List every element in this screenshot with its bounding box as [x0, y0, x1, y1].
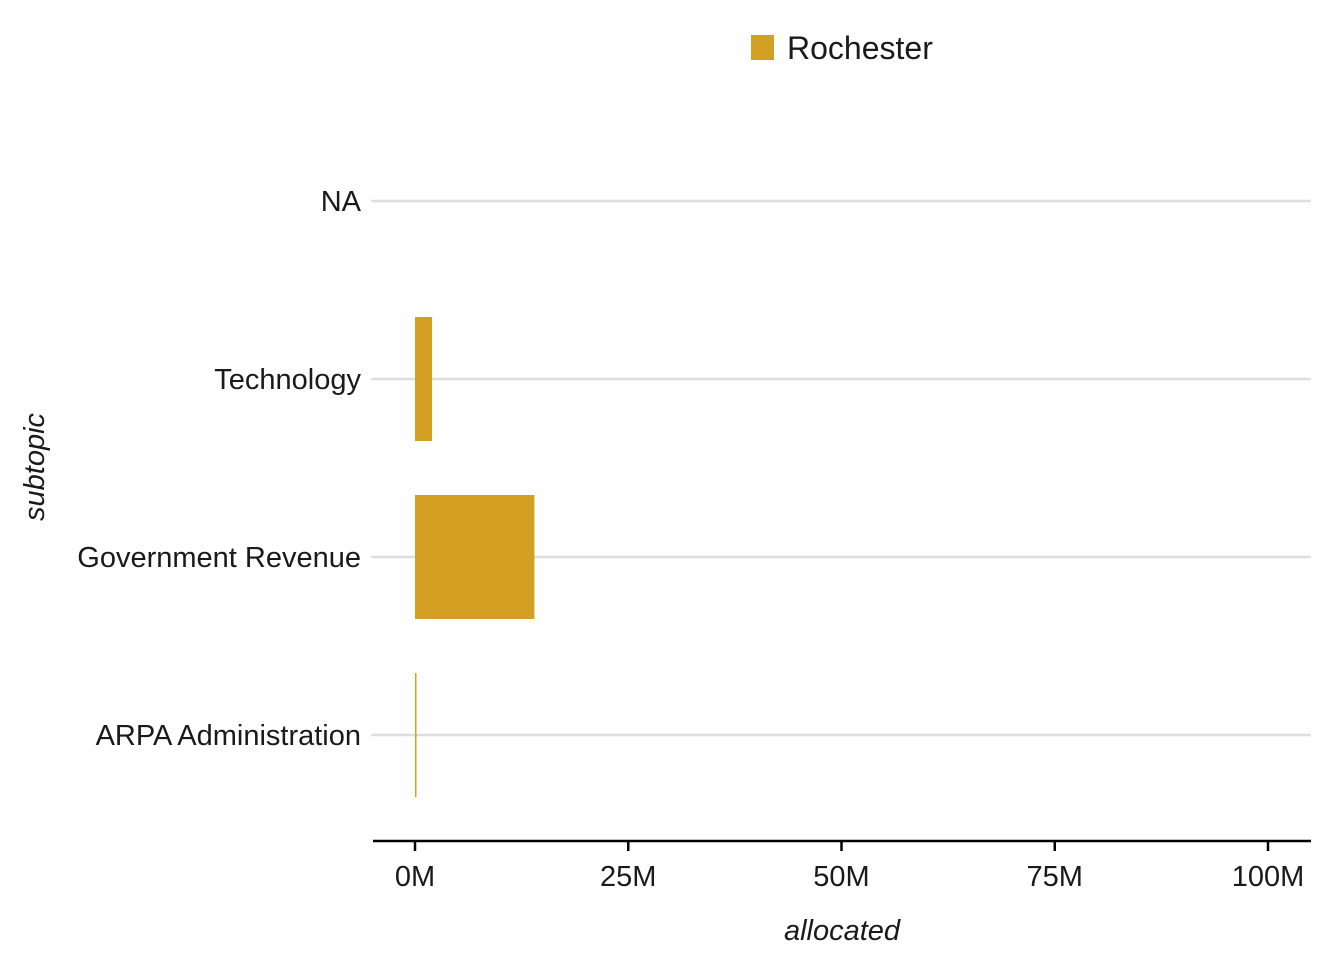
y-tick-label-arpa-administration: ARPA Administration: [96, 720, 361, 752]
y-axis-tick-labels: NA Technology Government Revenue ARPA Admin…: [77, 186, 361, 752]
y-tick-label-na: NA: [321, 186, 362, 218]
x-tick-label: 25M: [600, 861, 656, 893]
x-tick-label: 75M: [1027, 861, 1083, 893]
bar-government-revenue: [415, 495, 535, 619]
x-axis-title: allocated: [784, 915, 901, 947]
legend-label-rochester: Rochester: [787, 30, 933, 66]
x-tick-label: 0M: [395, 861, 435, 893]
gridlines: [371, 199, 1311, 737]
bars: [415, 317, 535, 797]
y-tick-label-technology: Technology: [214, 364, 361, 396]
legend: Rochester: [751, 30, 933, 66]
y-axis-title: subtopic: [19, 412, 51, 521]
bar-arpa-administration: [415, 673, 417, 797]
x-tick-label: 100M: [1232, 861, 1305, 893]
x-axis: 0M 25M 50M 75M 100M: [373, 839, 1311, 893]
bar-technology: [415, 317, 433, 441]
y-tick-label-government-revenue: Government Revenue: [77, 542, 361, 574]
x-tick-label: 50M: [813, 861, 869, 893]
legend-swatch-rochester: [751, 35, 774, 60]
